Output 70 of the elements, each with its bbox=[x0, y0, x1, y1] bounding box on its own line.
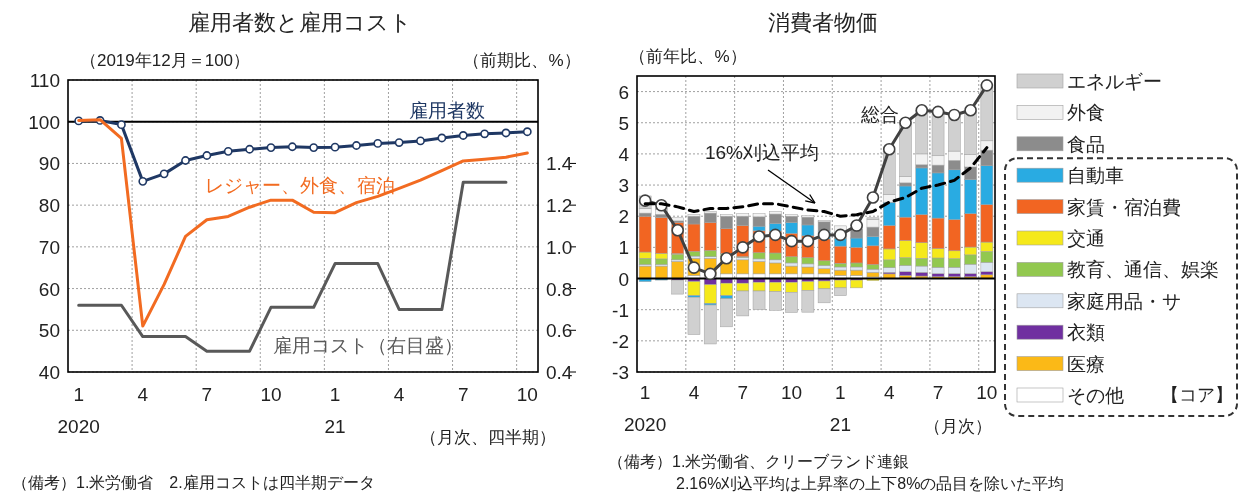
legend-item: 食品 bbox=[1067, 133, 1105, 155]
xtick: 10 bbox=[781, 382, 803, 403]
xtick: 21 bbox=[324, 416, 346, 437]
xtick: 10 bbox=[260, 384, 282, 405]
annotation: （備考）1.米労働省、クリーブランド連銀 bbox=[608, 453, 910, 470]
ytick: 6 bbox=[618, 81, 629, 103]
xlabel: （月次） bbox=[924, 417, 992, 436]
y2tick: 0.8 bbox=[546, 278, 573, 300]
xtick: 2020 bbox=[57, 416, 100, 437]
legend-item: 自動車 bbox=[1067, 165, 1124, 187]
xtick: 4 bbox=[688, 382, 700, 403]
ytick: 4 bbox=[618, 143, 629, 165]
annotation: （備考）1.米労働省 2.雇用コストは四半期データ bbox=[12, 474, 375, 491]
ytick: 0 bbox=[618, 268, 629, 290]
xtick: 1 bbox=[329, 384, 341, 405]
legend-item: 教育、通信、娯楽 bbox=[1067, 259, 1219, 281]
xlabel: （月次、四半期） bbox=[420, 428, 556, 447]
legend-item: その他 bbox=[1067, 385, 1124, 406]
xtick: 1 bbox=[639, 382, 651, 403]
ytick: 1 bbox=[618, 237, 629, 259]
xtick: 2020 bbox=[624, 414, 667, 435]
xtick: 4 bbox=[393, 384, 405, 405]
xtick: 1 bbox=[835, 382, 846, 403]
ytick: 40 bbox=[38, 362, 60, 383]
legend-item: 外食 bbox=[1067, 102, 1105, 124]
xtick: 10 bbox=[516, 384, 538, 405]
ytick: 5 bbox=[618, 112, 629, 134]
series-label: 雇用コスト（右目盛） bbox=[273, 335, 463, 356]
title: 雇用者数と雇用コスト bbox=[188, 10, 412, 35]
legend-item: 衣類 bbox=[1067, 322, 1105, 344]
y2tick: 1.0 bbox=[546, 236, 573, 258]
ylabel: （前年比、%） bbox=[629, 47, 747, 66]
ytick: 2 bbox=[618, 206, 629, 228]
legend-item: エネルギー bbox=[1067, 71, 1162, 92]
series-label: 雇用者数 bbox=[409, 100, 485, 121]
ytick: 100 bbox=[28, 111, 60, 133]
ytick: -2 bbox=[612, 330, 629, 352]
xtick: 21 bbox=[829, 414, 851, 435]
y2tick: 1.2 bbox=[546, 195, 573, 217]
xtick: 7 bbox=[457, 384, 469, 405]
ytick: 80 bbox=[38, 195, 60, 217]
ytick: -1 bbox=[612, 299, 629, 321]
xtick: 10 bbox=[976, 382, 998, 403]
series-label: 16%刈込平均 bbox=[705, 142, 819, 163]
annotation: 【コア】 bbox=[1161, 385, 1233, 405]
xtick: 7 bbox=[932, 382, 944, 403]
title: 消費者物価 bbox=[768, 10, 878, 35]
ytick: 3 bbox=[618, 175, 629, 197]
ytick: -3 bbox=[612, 362, 629, 383]
xtick: 4 bbox=[137, 384, 149, 405]
xtick: 1 bbox=[73, 384, 84, 405]
y2tick: 0.4 bbox=[546, 362, 573, 383]
ytick: 110 bbox=[29, 70, 60, 91]
y2label: （前期比、%） bbox=[463, 51, 581, 70]
series-label: 総合 bbox=[861, 104, 899, 125]
xtick: 7 bbox=[201, 384, 213, 405]
xtick: 4 bbox=[883, 382, 895, 403]
ytick: 70 bbox=[38, 236, 60, 258]
ytick: 60 bbox=[38, 278, 60, 300]
y2tick: 1.4 bbox=[546, 153, 573, 175]
legend-item: 医療 bbox=[1067, 353, 1105, 375]
ytick: 50 bbox=[38, 320, 60, 342]
xtick: 7 bbox=[737, 382, 749, 403]
y2tick: 0.6 bbox=[546, 320, 573, 342]
annotation: 2.16%刈込平均は上昇率の上下8%の品目を除いた平均 bbox=[676, 475, 1065, 492]
legend-item: 家賃・宿泊費 bbox=[1067, 196, 1181, 218]
legend-item: 家庭用品・サ bbox=[1067, 290, 1181, 312]
ytick: 90 bbox=[38, 153, 60, 175]
ylabel: （2019年12月＝100） bbox=[79, 51, 251, 70]
legend-item: 交通 bbox=[1067, 228, 1105, 249]
